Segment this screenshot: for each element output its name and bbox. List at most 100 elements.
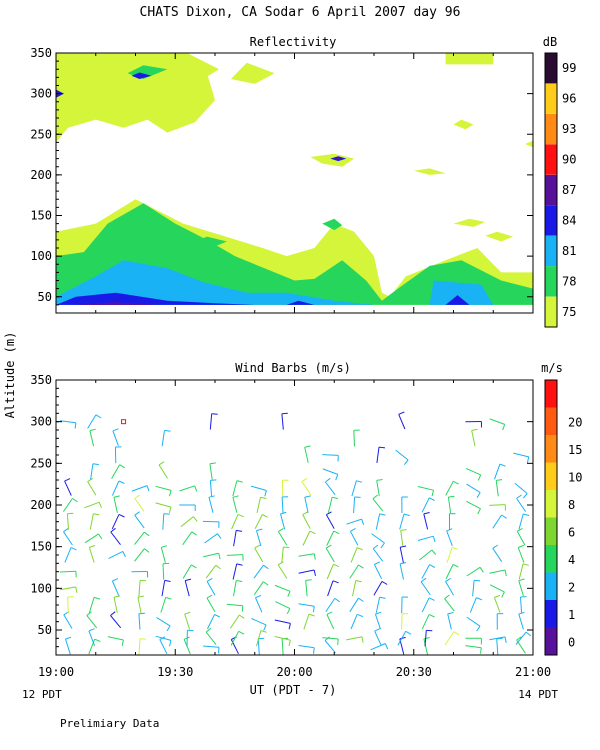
wind-barb xyxy=(351,480,363,497)
wind-barb xyxy=(496,637,503,655)
wind-barb-flag xyxy=(309,530,316,535)
wind-barb xyxy=(281,412,288,430)
wind-barb xyxy=(518,513,530,530)
wind-barb-flag xyxy=(420,577,427,583)
wind-barb-flag xyxy=(113,495,120,498)
wind-barb-flag xyxy=(378,446,386,449)
reflectivity-region-75db xyxy=(56,53,215,143)
wind-barb xyxy=(207,614,221,630)
wind-barb xyxy=(465,421,482,428)
wind-barb-staff xyxy=(67,596,69,614)
wind-barb xyxy=(131,485,150,492)
wind-barb xyxy=(492,514,507,529)
wind-barb-flag xyxy=(492,544,499,549)
wind-barb-staff xyxy=(255,597,263,613)
wind-barb xyxy=(372,494,384,512)
wind-barb-flag xyxy=(70,547,77,551)
wind-barb-flag xyxy=(400,529,407,531)
wind-barb-staff xyxy=(110,531,121,546)
wind-barb xyxy=(226,554,244,561)
wind-barb-flag xyxy=(241,605,244,612)
wind-barb-staff xyxy=(421,597,430,613)
wind-barb-staff xyxy=(226,554,243,556)
reflectivity-region-75db xyxy=(230,62,275,84)
wind-barb-staff xyxy=(417,486,434,491)
wind-barb xyxy=(134,531,150,545)
wind-barb xyxy=(353,429,360,447)
wind-colorbar-swatch xyxy=(545,407,557,435)
wind-barb-flag xyxy=(214,614,221,618)
wind-barb-staff xyxy=(162,513,165,530)
wind-barb-staff xyxy=(465,645,482,649)
wind-barb-flag xyxy=(447,612,454,615)
wind-barb-flag xyxy=(134,511,140,516)
wind-barb-flag xyxy=(89,545,96,548)
wind-barb xyxy=(472,579,481,597)
wind-barb-flag xyxy=(302,511,309,516)
wind-barb-staff xyxy=(516,498,527,512)
wind-barb-staff xyxy=(489,584,505,593)
wind-barb-staff xyxy=(373,564,383,580)
wind-barb-flag xyxy=(113,595,121,598)
wind-barb-flag xyxy=(333,563,340,568)
wind-barb-staff xyxy=(516,531,526,546)
wind-barb-staff xyxy=(155,635,172,641)
wind-barb-flag xyxy=(86,611,92,616)
wind-barb-staff xyxy=(88,630,96,646)
wind-barb xyxy=(370,643,389,651)
wind-barb-flag xyxy=(209,462,216,465)
wind-barb xyxy=(88,628,96,646)
wind-barb xyxy=(280,511,287,530)
wind-barb-staff xyxy=(322,468,338,475)
wind-barb-staff xyxy=(277,564,288,579)
wind-barb xyxy=(86,611,98,629)
wind-barb-staff xyxy=(232,480,238,497)
wind-barb-staff xyxy=(322,454,339,456)
wind-barb xyxy=(254,544,264,563)
wind-barb-flag xyxy=(98,533,103,540)
wind-barb xyxy=(423,637,430,655)
wind-barb xyxy=(274,636,291,647)
wind-barb xyxy=(515,631,532,645)
wind-barb-flag xyxy=(518,544,524,548)
wind-barb-flag xyxy=(357,613,363,618)
wind-barb xyxy=(326,530,340,546)
wind-barb xyxy=(206,594,216,613)
wind-barb-flag xyxy=(95,414,102,419)
wind-barb-flag xyxy=(118,480,125,484)
wind-barb xyxy=(230,630,245,646)
wind-barb xyxy=(423,512,430,530)
wind-barb xyxy=(494,463,506,480)
reflectivity-colorbar-swatch xyxy=(545,205,557,236)
wind-barb-axes: 50 100 150 200 250 300 350 19:00 19:30 20:00 20:30… xyxy=(30,373,551,679)
wind-barb xyxy=(469,597,483,613)
wind-barb-staff xyxy=(349,531,359,546)
wind-barb-flag xyxy=(313,647,315,654)
wind-barb-flag xyxy=(205,627,212,633)
wind-barb xyxy=(518,611,525,630)
wind-barb-staff xyxy=(400,530,404,547)
wind-barb-staff xyxy=(322,637,339,640)
wind-barb xyxy=(256,630,267,647)
wind-barb-flag xyxy=(429,497,435,501)
wind-barb-staff xyxy=(302,530,311,546)
wind-barb xyxy=(256,496,267,513)
wind-barb xyxy=(489,569,507,576)
wind-barb-staff xyxy=(60,586,76,591)
wind-barb xyxy=(250,485,267,497)
wind-barb xyxy=(400,529,407,547)
wind-barb xyxy=(232,480,243,497)
wind-barb xyxy=(67,596,74,614)
wind-barb xyxy=(446,546,458,563)
wind-colorbar-swatch xyxy=(545,435,557,463)
wind-barb-staff xyxy=(233,530,237,547)
wind-barb-flag xyxy=(428,613,435,618)
reflectivity-region-87db xyxy=(75,302,156,305)
wind-barb-staff xyxy=(326,564,334,580)
wind-barb-staff xyxy=(138,613,141,630)
wind-barb xyxy=(397,630,412,646)
wind-barb-flag xyxy=(121,639,124,646)
wind-barb-staff xyxy=(325,598,336,612)
wind-barb-staff xyxy=(209,463,213,480)
